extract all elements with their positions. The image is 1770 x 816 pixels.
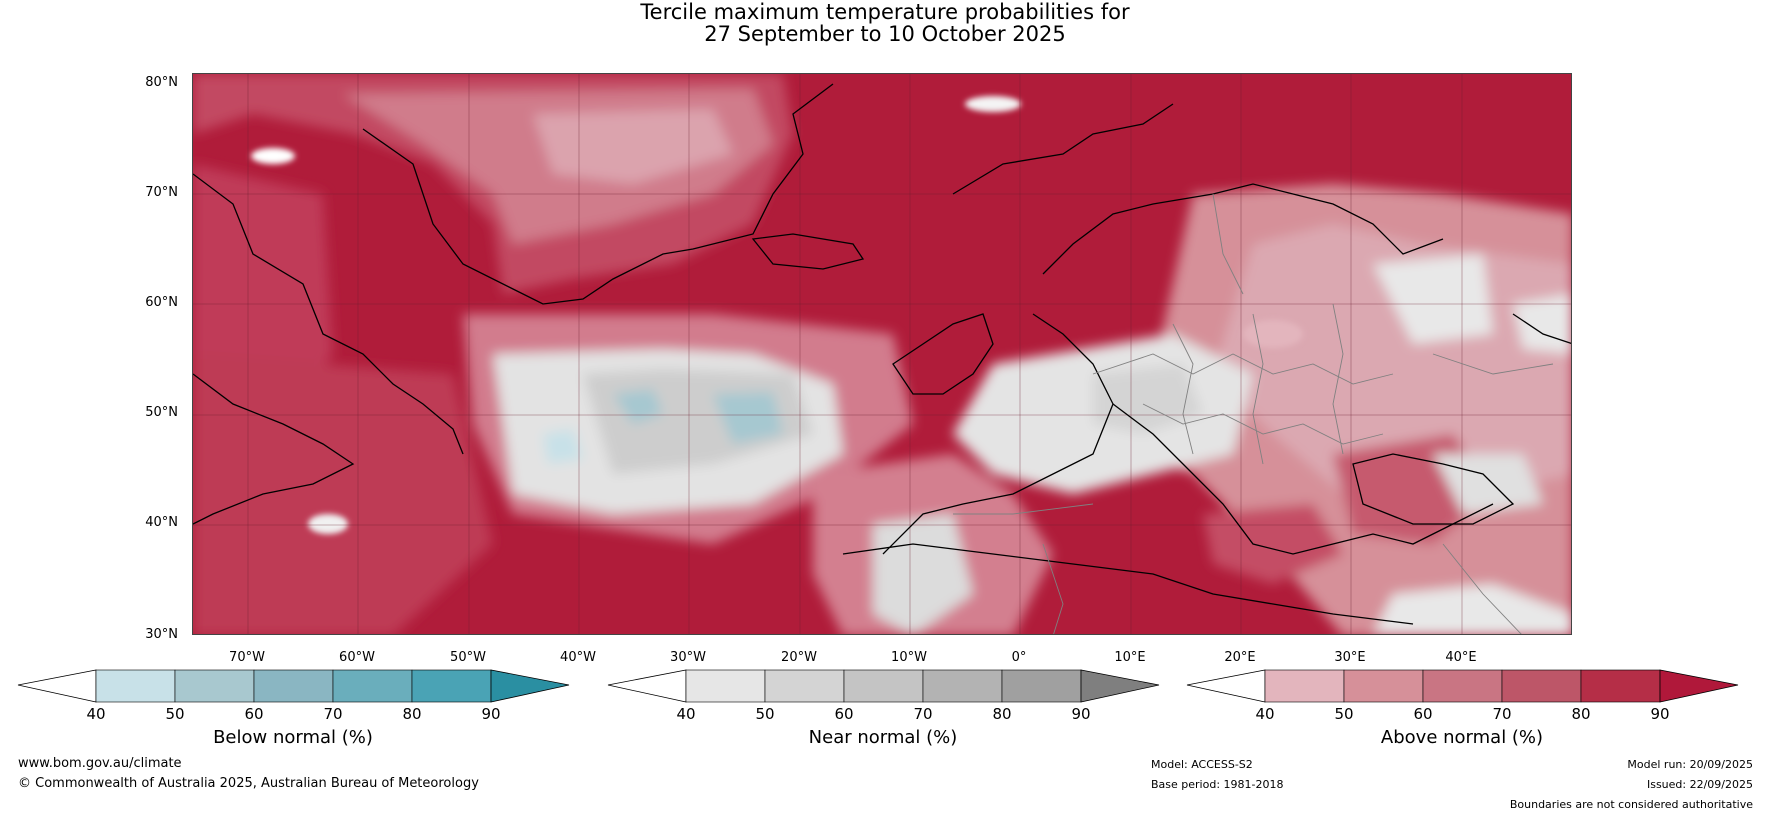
colorbar-cell — [95, 669, 176, 703]
lon-label-50w: 50°W — [450, 650, 486, 665]
country-borders — [953, 193, 1554, 634]
colorbar-ticks-near-normal: 40 50 60 70 80 90 — [608, 705, 1158, 725]
colorbar-cell — [1343, 669, 1424, 703]
lon-label-20w: 20°W — [781, 650, 817, 665]
colorbar-cell — [1501, 669, 1582, 703]
colorbar-tick-label: 60 — [244, 705, 264, 723]
lon-label-40w: 40°W — [560, 650, 596, 665]
colorbar-cell — [922, 669, 1003, 703]
lat-label-30n: 30°N — [145, 627, 178, 642]
legend-title-near-normal: Near normal (%) — [808, 727, 958, 748]
lon-label-10w: 10°W — [891, 650, 927, 665]
colorbar-tick-label: 50 — [165, 705, 185, 723]
colorbar-cell — [1264, 669, 1345, 703]
coastlines — [193, 83, 1571, 625]
colorbar-tick-label: 90 — [1650, 705, 1670, 723]
colorbar-left-extension — [17, 669, 97, 703]
colorbar-cell — [411, 669, 492, 703]
lon-label-30e: 30°E — [1334, 650, 1366, 665]
probability-map — [192, 73, 1572, 635]
issued-text: Issued: 22/09/2025 — [1646, 778, 1753, 791]
lat-label-80n: 80°N — [145, 75, 178, 90]
colorbar-above-normal — [1186, 669, 1739, 703]
colorbar-near-normal — [607, 669, 1160, 703]
copyright-text: © Commonwealth of Australia 2025, Austra… — [18, 776, 479, 791]
legend-title-below-normal: Below normal (%) — [213, 727, 373, 748]
lon-label-30w: 30°W — [670, 650, 706, 665]
model-run-text: Model run: 20/09/2025 — [1627, 758, 1753, 771]
lat-label-50n: 50°N — [145, 405, 178, 420]
lat-label-40n: 40°N — [145, 515, 178, 530]
website-link[interactable]: www.bom.gov.au/climate — [18, 756, 182, 771]
colorbar-tick-label: 70 — [913, 705, 933, 723]
colorbar-ticks-below-normal: 40 50 60 70 80 90 — [18, 705, 568, 725]
legend-near-normal: 40 50 60 70 80 90 Near normal (%) — [607, 669, 1160, 748]
colorbar-ticks-above-normal: 40 50 60 70 80 90 — [1187, 705, 1737, 725]
colorbar-tick-label: 60 — [1413, 705, 1433, 723]
legend-title-above-normal: Above normal (%) — [1380, 727, 1544, 748]
colorbar-tick-label: 90 — [481, 705, 501, 723]
colorbar-tick-label: 70 — [323, 705, 343, 723]
colorbar-right-extension — [1659, 669, 1739, 703]
probability-shading — [193, 74, 1571, 634]
colorbar-cell — [1001, 669, 1082, 703]
model-text: Model: ACCESS-S2 — [1151, 758, 1253, 771]
colorbar-cell — [843, 669, 924, 703]
colorbar-right-extension — [1080, 669, 1160, 703]
colorbar-tick-label: 50 — [755, 705, 775, 723]
lon-label-10e: 10°E — [1114, 650, 1146, 665]
colorbar-tick-label: 40 — [676, 705, 696, 723]
lon-label-0: 0° — [1011, 650, 1027, 665]
colorbar-left-extension — [1186, 669, 1266, 703]
colorbar-cell — [174, 669, 255, 703]
lon-label-60w: 60°W — [339, 650, 375, 665]
colorbar-below-normal — [17, 669, 570, 703]
map-canvas — [193, 74, 1571, 634]
colorbar-cell — [764, 669, 845, 703]
colorbar-tick-label: 80 — [402, 705, 422, 723]
legend-above-normal: 40 50 60 70 80 90 Above normal (%) — [1186, 669, 1739, 748]
legend-below-normal: 40 50 60 70 80 90 Below normal (%) — [17, 669, 570, 748]
colorbar-tick-label: 90 — [1071, 705, 1091, 723]
colorbar-tick-label: 40 — [86, 705, 106, 723]
colorbar-cell — [1580, 669, 1661, 703]
colorbar-cell — [332, 669, 413, 703]
colorbar-right-extension — [490, 669, 570, 703]
lat-label-70n: 70°N — [145, 185, 178, 200]
title-line-1: Tercile maximum temperature probabilitie… — [640, 0, 1130, 24]
title-line-2: 27 September to 10 October 2025 — [704, 22, 1066, 46]
colorbar-tick-label: 70 — [1492, 705, 1512, 723]
colorbar-tick-label: 80 — [1571, 705, 1591, 723]
lon-label-20e: 20°E — [1224, 650, 1256, 665]
colorbar-cell — [1422, 669, 1503, 703]
colorbar-cell — [685, 669, 766, 703]
disclaimer-text: Boundaries are not considered authoritat… — [1509, 798, 1753, 811]
colorbar-tick-label: 80 — [992, 705, 1012, 723]
lon-label-70w: 70°W — [229, 650, 265, 665]
colorbar-cell — [253, 669, 334, 703]
colorbar-left-extension — [607, 669, 687, 703]
lat-label-60n: 60°N — [145, 295, 178, 310]
colorbar-tick-label: 50 — [1334, 705, 1354, 723]
colorbar-tick-label: 40 — [1255, 705, 1275, 723]
colorbar-tick-label: 60 — [834, 705, 854, 723]
base-period-text: Base period: 1981-2018 — [1151, 778, 1284, 791]
lon-label-40e: 40°E — [1445, 650, 1477, 665]
